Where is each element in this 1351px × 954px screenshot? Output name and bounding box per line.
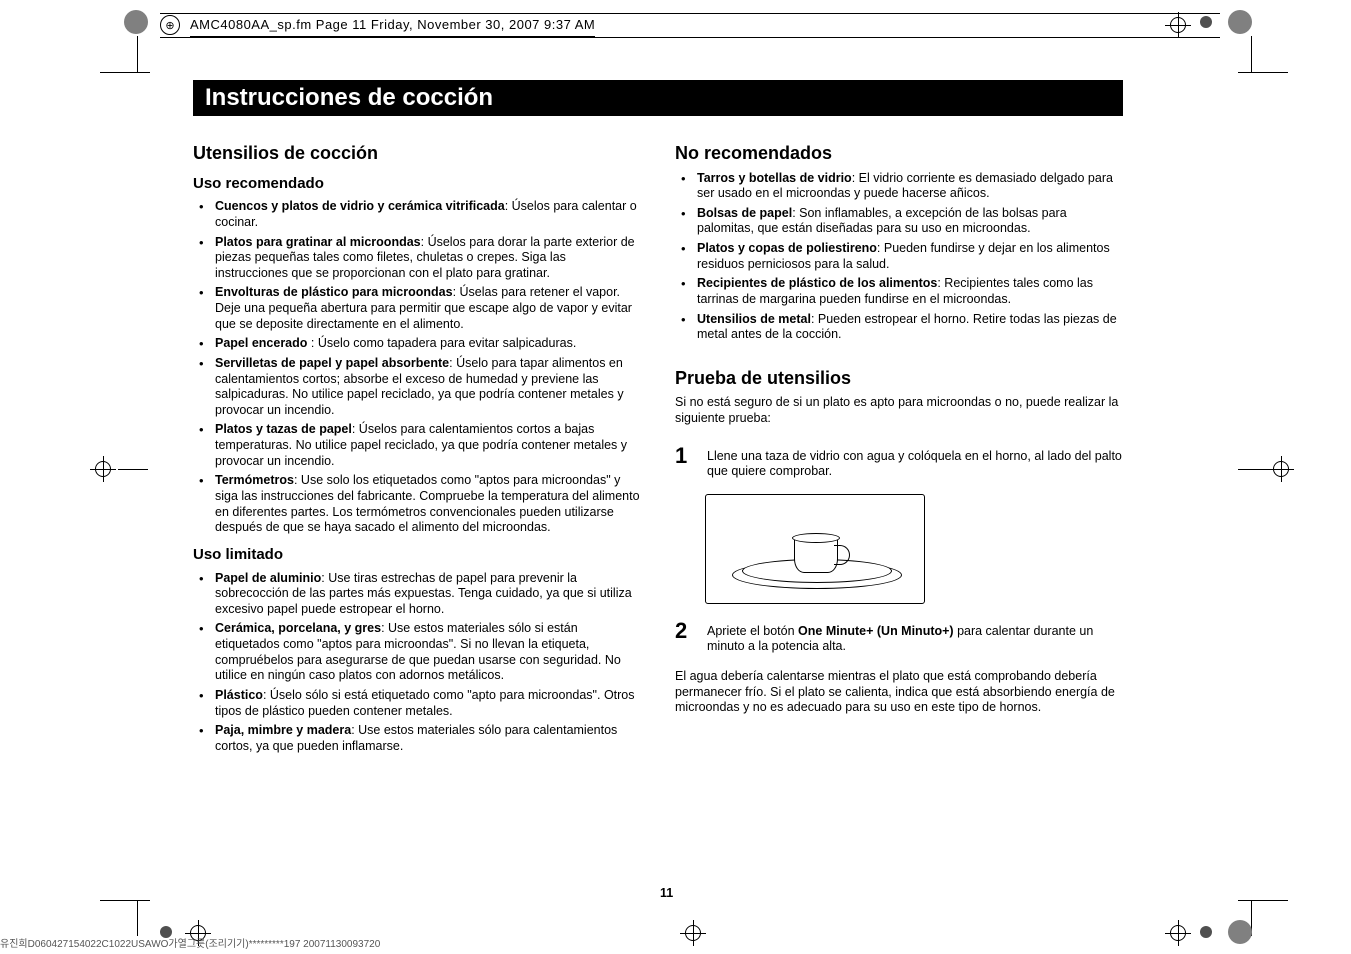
crop-line	[100, 72, 150, 73]
heading-utensilios: Utensilios de cocción	[193, 142, 641, 165]
step-2: 2 Apriete el botón One Minute+ (Un Minut…	[675, 620, 1123, 655]
crop-line	[1238, 469, 1268, 470]
list-item: Plástico: Úselo sólo si está etiquetado …	[193, 688, 641, 719]
step2-bold: One Minute+ (Un Minuto+)	[798, 624, 954, 638]
list-item: Utensilios de metal: Pueden estropear el…	[675, 312, 1123, 343]
header-rule	[160, 13, 1220, 14]
heading-uso-limitado: Uso limitado	[193, 546, 641, 565]
crop-target-icon	[90, 456, 116, 482]
crop-line	[137, 900, 138, 936]
list-item: Papel encerado : Úselo como tapadera par…	[193, 336, 641, 352]
list-item-term: Paja, mimbre y madera	[215, 723, 351, 737]
list-uso-recomendado: Cuencos y platos de vidrio y cerámica vi…	[193, 199, 641, 536]
list-item: Envolturas de plástico para microondas: …	[193, 285, 641, 332]
heading-uso-recomendado: Uso recomendado	[193, 175, 641, 194]
list-item: Cuencos y platos de vidrio y cerámica vi…	[193, 199, 641, 230]
list-item: Platos y tazas de papel: Úselos para cal…	[193, 422, 641, 469]
step-number: 1	[675, 445, 695, 480]
crop-target-icon	[1165, 920, 1191, 946]
list-item: Paja, mimbre y madera: Use estos materia…	[193, 723, 641, 754]
crop-line	[100, 900, 150, 901]
crop-dot	[1228, 10, 1252, 34]
list-item-term: Recipientes de plástico de los alimentos	[697, 276, 937, 290]
page-icon: ⊕	[160, 15, 180, 35]
crop-line	[137, 36, 138, 72]
list-item-term: Cuencos y platos de vidrio y cerámica vi…	[215, 199, 505, 213]
cup-plate-illustration	[705, 494, 925, 604]
heading-no-recomendados: No recomendados	[675, 142, 1123, 165]
header-rule	[160, 37, 1220, 38]
framemaker-header: ⊕ AMC4080AA_sp.fm Page 11 Friday, Novemb…	[160, 13, 595, 37]
list-item-term: Plástico	[215, 688, 263, 702]
crop-target-icon	[1165, 12, 1191, 38]
list-item-term: Servilletas de papel y papel absorbente	[215, 356, 449, 370]
step2-pre: Apriete el botón	[707, 624, 798, 638]
list-item-term: Bolsas de papel	[697, 206, 792, 220]
list-item-desc: : Úselo como tapadera para evitar salpic…	[311, 336, 576, 350]
crop-dot	[1200, 16, 1212, 28]
list-item-term: Tarros y botellas de vidrio	[697, 171, 852, 185]
list-item: Termómetros: Use solo los etiquetados co…	[193, 473, 641, 536]
crop-target-icon	[1268, 456, 1294, 482]
crop-dot	[124, 10, 148, 34]
step-1: 1 Llene una taza de vidrio con agua y co…	[675, 445, 1123, 480]
list-item: Platos y copas de poliestireno: Pueden f…	[675, 241, 1123, 272]
step-text: Llene una taza de vidrio con agua y coló…	[707, 445, 1123, 480]
heading-prueba: Prueba de utensilios	[675, 367, 1123, 390]
prueba-result: El agua debería calentarse mientras el p…	[675, 669, 1123, 716]
list-item-term: Platos para gratinar al microondas	[215, 235, 421, 249]
list-item: Platos para gratinar al microondas: Úsel…	[193, 235, 641, 282]
list-item: Bolsas de papel: Son inflamables, a exce…	[675, 206, 1123, 237]
right-column: No recomendados Tarros y botellas de vid…	[675, 140, 1123, 758]
page-content: Instrucciones de cocción Utensilios de c…	[193, 80, 1123, 758]
crop-dot	[1200, 926, 1212, 938]
list-item-term: Utensilios de metal	[697, 312, 811, 326]
list-uso-limitado: Papel de aluminio: Use tiras estrechas d…	[193, 571, 641, 755]
crop-dot	[1228, 920, 1252, 944]
list-item-term: Cerámica, porcelana, y gres	[215, 621, 381, 635]
list-no-recomendados: Tarros y botellas de vidrio: El vidrio c…	[675, 171, 1123, 343]
list-item: Cerámica, porcelana, y gres: Use estos m…	[193, 621, 641, 684]
list-item: Papel de aluminio: Use tiras estrechas d…	[193, 571, 641, 618]
list-item-term: Envolturas de plástico para microondas	[215, 285, 453, 299]
crop-line	[118, 469, 148, 470]
crop-line	[1238, 900, 1288, 901]
list-item: Tarros y botellas de vidrio: El vidrio c…	[675, 171, 1123, 202]
list-item-term: Platos y copas de poliestireno	[697, 241, 877, 255]
crop-line	[1251, 36, 1252, 72]
list-item-term: Papel de aluminio	[215, 571, 321, 585]
prueba-intro: Si no está seguro de si un plato es apto…	[675, 395, 1123, 426]
list-item-term: Papel encerado	[215, 336, 311, 350]
step-number: 2	[675, 620, 695, 655]
two-column-layout: Utensilios de cocción Uso recomendado Cu…	[193, 140, 1123, 758]
list-item-term: Termómetros	[215, 473, 294, 487]
left-column: Utensilios de cocción Uso recomendado Cu…	[193, 140, 641, 758]
list-item: Recipientes de plástico de los alimentos…	[675, 276, 1123, 307]
list-item-term: Platos y tazas de papel	[215, 422, 352, 436]
file-info-text: AMC4080AA_sp.fm Page 11 Friday, November…	[190, 17, 595, 32]
crop-line	[1238, 72, 1288, 73]
list-item-desc: : Úselo sólo si está etiquetado como "ap…	[215, 688, 635, 718]
page-number: 11	[660, 886, 673, 900]
step-text: Apriete el botón One Minute+ (Un Minuto+…	[707, 620, 1123, 655]
page-title: Instrucciones de cocción	[193, 80, 1123, 116]
list-item: Servilletas de papel y papel absorbente:…	[193, 356, 641, 419]
footer-metadata: 유진희D060427154022C1022USAWO가열그릇(조리기기)****…	[0, 935, 380, 950]
crop-target-icon	[680, 920, 706, 946]
